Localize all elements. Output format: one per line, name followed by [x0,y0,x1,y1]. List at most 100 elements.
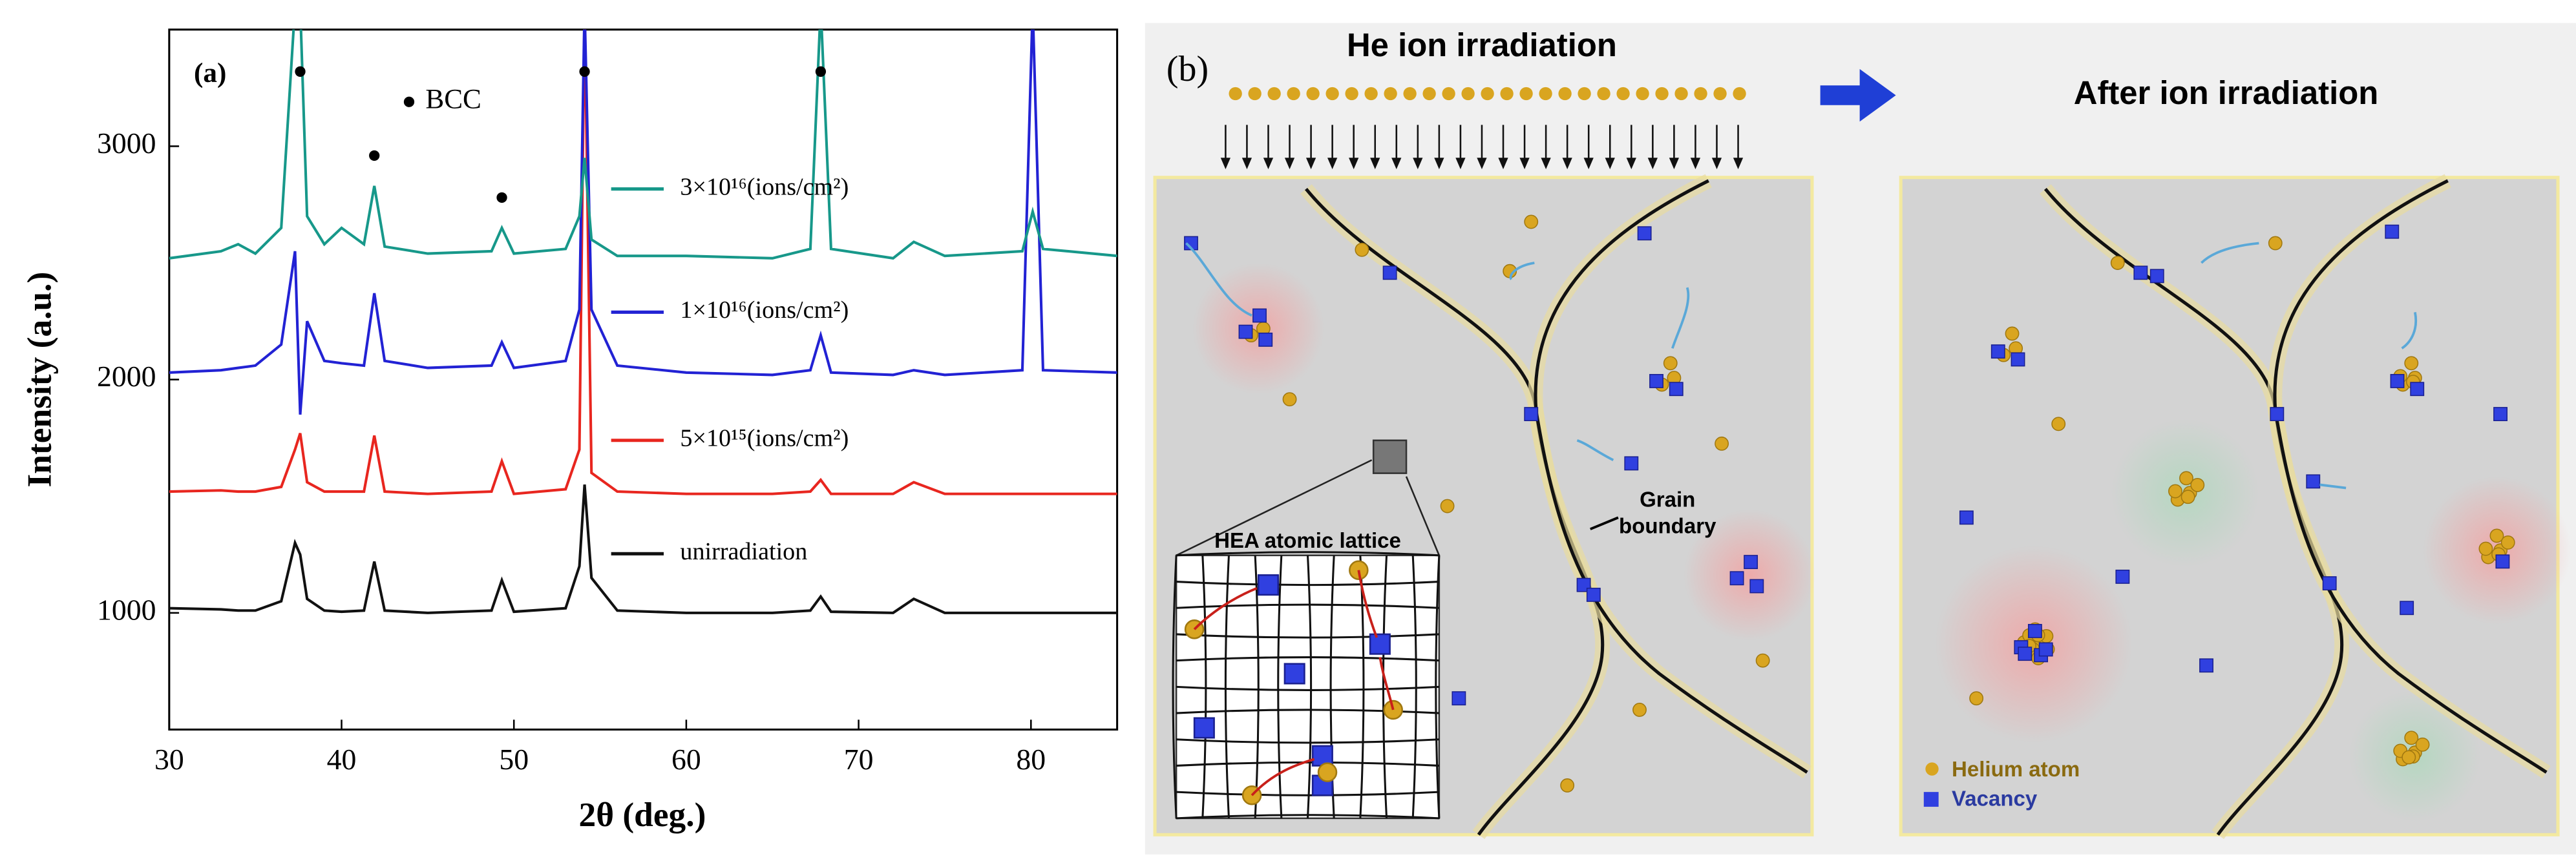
ion [1674,87,1688,101]
helium-atom [2180,490,2195,504]
y-tick-label: 3000 [97,127,156,160]
ion [1481,87,1494,101]
bcc-peak-marker [815,66,827,77]
helium-atom [2110,256,2125,270]
ion-arrowhead [1220,158,1231,170]
ion-arrowhead [1370,158,1380,170]
helium-atom [2179,471,2193,486]
lattice-vacancy [1257,574,1280,596]
x-tick-label: 80 [1016,743,1046,776]
migration-arrow [2401,311,2418,349]
vacancy [2495,554,2510,569]
ion [1597,87,1610,101]
ion [1694,87,1707,101]
lattice-line [1435,555,1441,818]
lattice-migration [1251,758,1315,796]
helium-atom [2404,356,2419,371]
right-title: After ion irradiation [2074,74,2379,111]
vacancy [2390,374,2405,388]
migration-arrow [2319,483,2347,490]
vacancy [2199,658,2213,673]
series-line [169,484,1117,614]
helium-atom [2404,731,2419,745]
helium-atom [1355,242,1369,257]
vacancy [1669,382,1684,397]
annotation: BCC [425,84,481,115]
helium-atom [2268,236,2283,251]
lattice-vacancy [1193,717,1215,739]
vacancy [2400,601,2414,616]
ion [1442,87,1455,101]
x-tick-label: 60 [671,743,701,776]
ion [1500,87,1514,101]
vacancy [1637,226,1652,241]
helium-atom [2489,528,2504,543]
bcc-legend-marker [403,96,415,107]
inset-leader [1405,476,1441,556]
vacancy [1744,555,1758,570]
migration-arrow [2201,242,2259,264]
vacancy [2322,576,2337,591]
lattice-line [1176,656,1439,662]
boundary-label: Grain [1640,488,1695,512]
x-tick-label: 30 [154,743,184,776]
vacancy [1749,579,1764,594]
lattice-line [1176,551,1439,557]
vacancy [1624,456,1639,471]
x-axis-label: 2θ (deg.) [579,795,706,834]
vacancy [1649,374,1663,388]
boundary-pointer [1590,516,1619,530]
panel-label: (b) [1167,49,1209,89]
inset-label: HEA atomic lattice [1214,529,1401,553]
y-tick-label: 1000 [97,593,156,626]
xrd-chart: (a) 2θ (deg.) Intensity (a.u.) 30 40 50 60 7… [19,28,1119,834]
ion-arrowhead [1605,158,1615,170]
ion [1229,87,1242,101]
vacancy [1252,308,1267,323]
lattice-line [1176,603,1439,609]
lattice-line [1382,555,1388,818]
lattice-line [1411,555,1417,818]
ion-arrowhead [1711,158,1722,170]
helium-atom [1715,436,1729,451]
migration-arrow [1185,242,1252,317]
ion [1655,87,1669,101]
lattice-migration [1193,586,1258,630]
legend-vacancy-icon [1923,792,1939,807]
legend-vacancy: Vacancy [1952,787,2038,811]
vacancy [1990,344,2005,359]
ion-arrowhead [1733,158,1744,170]
ion-arrowhead [1327,158,1338,170]
series-line [169,29,1117,415]
x-tick-label: 40 [327,743,357,776]
y-tick-label: 2000 [97,360,156,393]
vacancy [1524,407,1539,421]
helium-atom [1969,691,1984,706]
ion-arrowhead [1391,158,1402,170]
lattice [1172,551,1441,820]
ion-arrowhead [1541,158,1551,170]
ion-arrowhead [1583,158,1594,170]
inset-leader [1176,459,1373,556]
helium-atom [2190,477,2205,492]
grain-boundary [1534,179,1808,774]
lattice-line [1224,555,1230,818]
lattice-line [1176,581,1439,586]
helium-atom [2478,541,2493,556]
bcc-peak-marker [295,66,306,77]
vacancy [1959,510,1974,525]
helium-atom [1663,356,1678,371]
vacancy [2038,642,2053,657]
vacancy [1238,324,1253,339]
vacancy [2149,269,2164,284]
ion [1306,87,1320,101]
lattice-line [1176,738,1439,744]
helium-atom [1560,778,1575,793]
lattice-vacancy [1283,663,1305,685]
helium-atom [1755,653,1770,668]
vacancy [1729,571,1744,586]
ion [1287,87,1300,101]
ion-arrowhead [1413,158,1423,170]
ion [1403,87,1417,101]
